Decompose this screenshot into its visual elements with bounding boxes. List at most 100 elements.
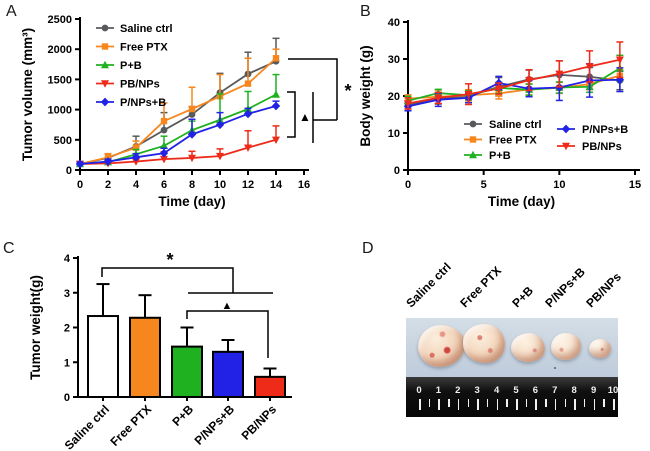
ruler-tick xyxy=(506,399,508,407)
y-tick-label: 1 xyxy=(64,357,70,369)
ruler-number-2: 2 xyxy=(455,385,461,396)
bar-0 xyxy=(87,315,119,398)
ruler-tick xyxy=(516,399,518,410)
marker-circle xyxy=(101,24,109,32)
marker-diamond xyxy=(131,152,141,162)
marker-diamond xyxy=(75,159,85,169)
legend-label: P/NPs+B xyxy=(120,97,166,109)
ruler-tick xyxy=(583,399,586,407)
x-tick-label: 0 xyxy=(77,179,83,191)
marker-square xyxy=(160,117,168,125)
marker-triangle-down xyxy=(272,136,280,144)
chart-tumor-volume: 0 500 1000 1500 2000 2500 0 2 4 6 8 10 12 14 16 Time (d… xyxy=(20,14,310,209)
bracket-panel-c-group xyxy=(186,310,269,358)
y-tick-label: 1500 xyxy=(48,74,72,86)
y-tick-label: 20 xyxy=(388,91,400,103)
ruler-tick xyxy=(613,399,615,410)
y-tick-label: 2000 xyxy=(48,44,72,56)
x-tick-label: 0 xyxy=(405,179,411,191)
x-tick-label: 16 xyxy=(298,179,310,191)
bar-1 xyxy=(129,316,161,398)
marker-triangle-down xyxy=(216,152,224,161)
ruler-tick xyxy=(438,399,440,410)
asterisk-symbol-c: * xyxy=(166,250,173,270)
x-tick-label: 12 xyxy=(242,179,254,191)
marker-square xyxy=(244,80,252,87)
panel-label-a: A xyxy=(6,3,17,20)
x-tick-label: 4 xyxy=(133,179,140,191)
series-line xyxy=(407,58,621,105)
marker-triangle-down xyxy=(132,158,140,166)
legend-label: Saline ctrl xyxy=(489,119,542,131)
marker-diamond xyxy=(215,120,225,130)
marker-triangle-down xyxy=(101,80,109,88)
marker-diamond xyxy=(187,129,197,139)
ruler-number-8: 8 xyxy=(571,385,577,396)
legend-label: P+B xyxy=(489,150,511,162)
y-tick-label: 0 xyxy=(394,165,400,177)
x-tick-label: 2 xyxy=(105,179,111,191)
legend-label: PB/NPs xyxy=(120,79,160,91)
chart-body-weight: 0 10 20 30 40 0 5 10 15 Time (day) Body weight (g)… xyxy=(358,17,641,209)
series-line xyxy=(79,57,277,165)
series-line xyxy=(79,138,277,165)
ruler-tick xyxy=(593,399,596,410)
ruler-tick xyxy=(496,399,499,410)
ruler-tick xyxy=(545,399,547,407)
specimen-label-3: P+B xyxy=(509,283,537,311)
y-tick-label: 40 xyxy=(388,17,400,29)
x-tick-label: 5 xyxy=(481,179,487,191)
marker-triangle-up xyxy=(160,141,168,150)
specimen-label-4: P/NPs+B xyxy=(542,264,588,311)
marker-triangle-up xyxy=(272,90,280,98)
series-pb_nps xyxy=(404,41,624,110)
y-tick-label: 500 xyxy=(54,135,72,147)
triangle-symbol-a: ▲ xyxy=(299,110,311,124)
series-line xyxy=(407,74,620,107)
y-axis-title: Body weight (g) xyxy=(358,45,373,146)
marker-triangle-down xyxy=(494,85,503,93)
tumor-specimen-1 xyxy=(418,325,465,367)
ruler: 0 1 2 3 4 5 6 7 8 9 10 xyxy=(406,377,618,417)
ruler-tick xyxy=(525,399,528,407)
x-axis-title: Time (day) xyxy=(158,194,225,209)
ruler-tick xyxy=(535,399,537,410)
ruler-number-10: 10 xyxy=(607,385,619,396)
x-tick-label: 14 xyxy=(270,179,283,191)
marker-triangle-up xyxy=(469,150,477,159)
ruler-number-9: 9 xyxy=(590,385,597,396)
ruler-number-4: 4 xyxy=(493,385,500,396)
ruler-number-5: 5 xyxy=(513,385,519,396)
ruler-tick xyxy=(574,399,576,410)
legend-label: Free PTX xyxy=(120,42,168,54)
series-line xyxy=(407,67,621,102)
ruler-number-3: 3 xyxy=(474,385,480,396)
ruler-tick xyxy=(486,399,489,407)
x-tick-label: 8 xyxy=(189,179,195,191)
x-tick-label: 6 xyxy=(161,179,167,191)
marker-triangle-down xyxy=(464,90,473,99)
marker-square xyxy=(101,43,109,50)
specimen-label-1: Saline ctrl xyxy=(403,259,454,311)
ruler-tick xyxy=(603,399,605,407)
marker-triangle-down xyxy=(615,56,624,64)
y-tick-label: 10 xyxy=(388,128,400,140)
series-p_nps_b xyxy=(75,100,281,169)
tumor-specimen-3 xyxy=(511,333,545,362)
marker-square xyxy=(188,105,196,113)
y-tick-label: 2 xyxy=(64,323,70,335)
panel-label-d: D xyxy=(362,240,374,257)
tumor-specimen-4 xyxy=(551,333,581,360)
marker-diamond xyxy=(103,157,113,166)
ruler-tick xyxy=(467,399,469,407)
ruler-tick xyxy=(448,399,450,407)
marker-triangle-down xyxy=(555,70,564,78)
tumor-photo xyxy=(406,318,618,377)
marker-triangle-down xyxy=(404,100,412,108)
panel-label-c: C xyxy=(3,240,15,257)
marker-diamond xyxy=(243,109,253,119)
asterisk-symbol-a: * xyxy=(344,81,351,101)
marker-circle xyxy=(160,126,168,134)
bracket-panel-a-top xyxy=(288,58,338,143)
